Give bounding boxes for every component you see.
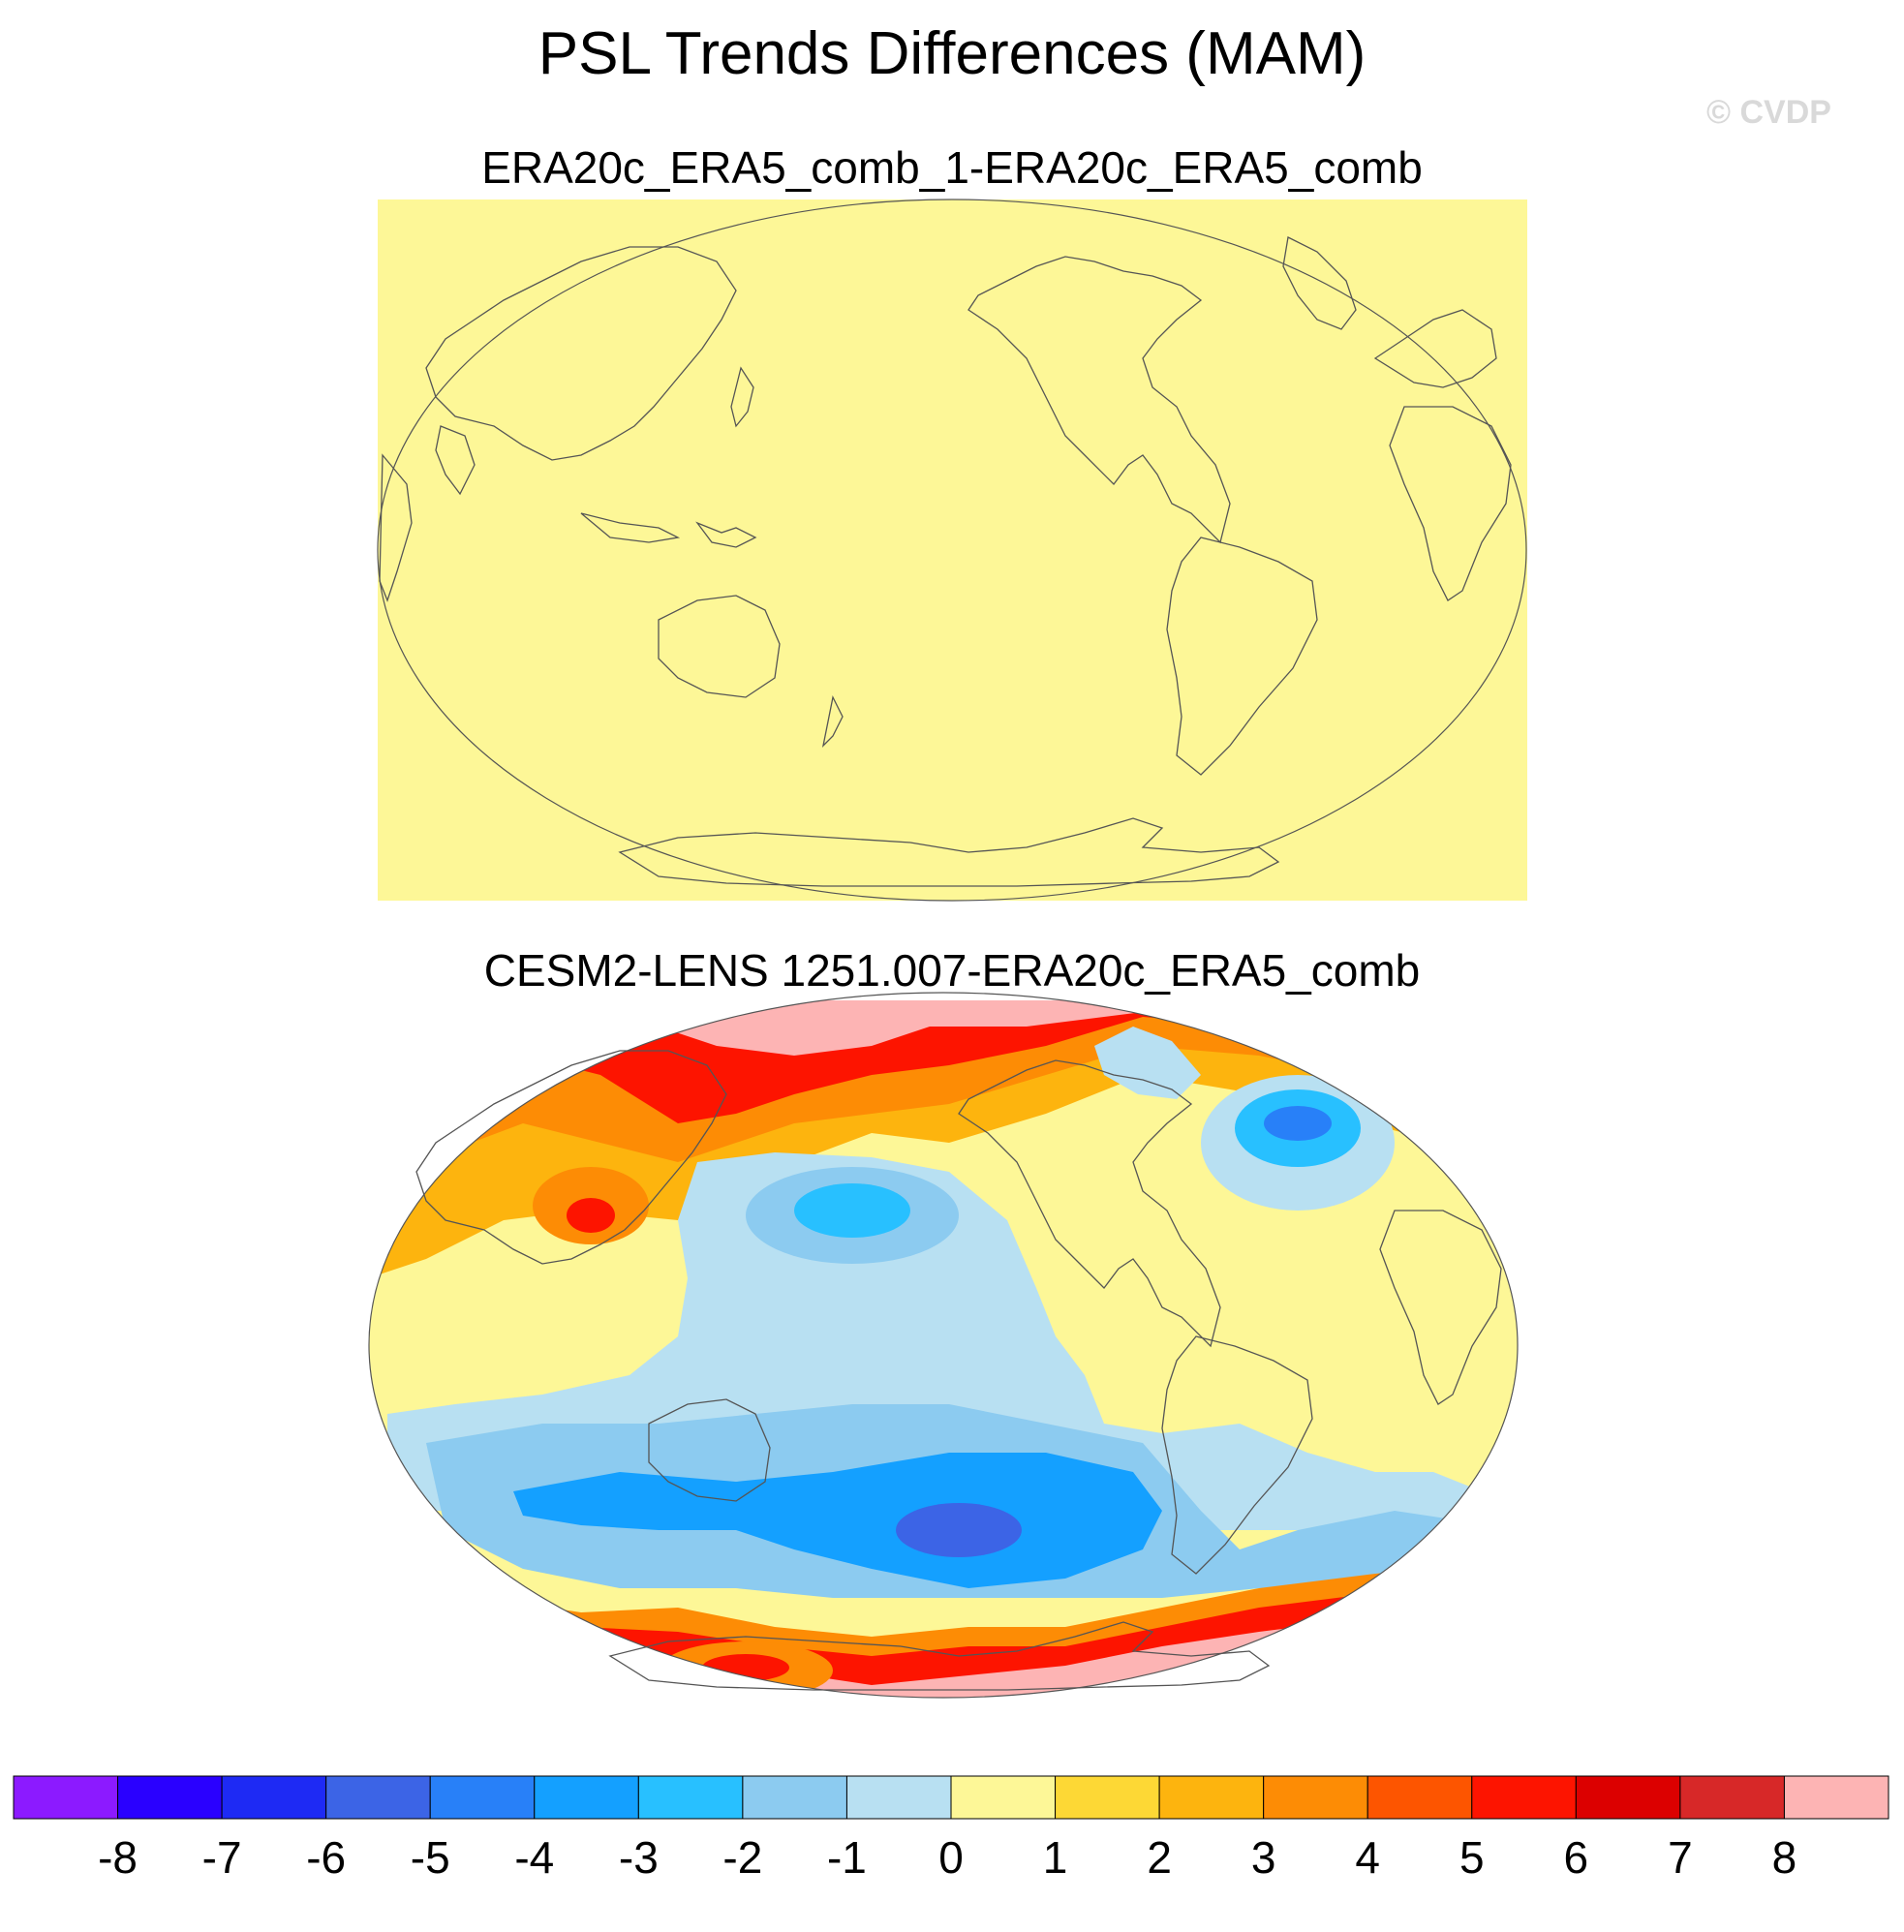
panel1-title: ERA20c_ERA5_comb_1-ERA20c_ERA5_comb (481, 142, 1423, 193)
colorbar-tick-label: -4 (514, 1832, 554, 1883)
colorbar-tick-label: -6 (306, 1832, 346, 1883)
colorbar-box (1783, 1775, 1889, 1820)
panel2-coastlines (415, 1050, 1502, 1691)
field-sh-band-neg4 (513, 1453, 1162, 1588)
colorbar-tick-label: -3 (619, 1832, 659, 1883)
colorbar-tick-label: -8 (98, 1832, 138, 1883)
colorbar-tick-label: 7 (1668, 1832, 1693, 1883)
field-tibet-pos6 (567, 1198, 615, 1233)
colorbar-tick-label: -2 (722, 1832, 762, 1883)
watermark: © CVDP (1706, 94, 1831, 131)
colorbar-labels: -8 -7 -6 -5 -4 -3 -2 -1 0 1 2 3 4 5 6 7 8 (98, 1832, 1797, 1883)
colorbar-tick-label: 0 (938, 1832, 964, 1883)
field-greenland-neg1 (1094, 1027, 1201, 1099)
colorbar-box (13, 1775, 119, 1820)
panel1-globe-outline (377, 199, 1527, 902)
colorbar-tick-label: 3 (1251, 1832, 1276, 1883)
field-ant-interior-pos6 (702, 1654, 789, 1681)
colorbar-box (1158, 1775, 1265, 1820)
panel1-background (378, 199, 1527, 901)
colorbar-box (429, 1775, 536, 1820)
panel1-coastlines (379, 236, 1512, 887)
colorbar-box (325, 1775, 431, 1820)
colorbar-box (845, 1775, 952, 1820)
colorbar-box (950, 1775, 1057, 1820)
colorbar-tick-label: -1 (827, 1832, 867, 1883)
map-panel-1 (377, 199, 1527, 902)
colorbar-box (534, 1775, 639, 1820)
panel2-title: CESM2-LENS 1251.007-ERA20c_ERA5_comb (483, 945, 1421, 996)
map-panel-2 (368, 992, 1519, 1699)
colorbar-tick-label: 5 (1459, 1832, 1485, 1883)
colorbar-tick-label: 2 (1147, 1832, 1172, 1883)
colorbar-boxes (13, 1775, 1889, 1820)
colorbar-box (221, 1775, 327, 1820)
panel2-contours (369, 1000, 1518, 1698)
field-natl-neg5 (1264, 1106, 1332, 1141)
colorbar-tick-label: -5 (411, 1832, 450, 1883)
field-sh-core-neg6 (896, 1503, 1022, 1557)
colorbar-tick-label: 6 (1564, 1832, 1589, 1883)
colorbar-box (1679, 1775, 1785, 1820)
main-title: PSL Trends Differences (MAM) (537, 20, 1367, 87)
colorbar-tick-label: 1 (1043, 1832, 1068, 1883)
colorbar-box (742, 1775, 847, 1820)
colorbar-box (1055, 1775, 1160, 1820)
colorbar-tick-label: 8 (1772, 1832, 1797, 1883)
colorbar-tick-label: 4 (1355, 1832, 1380, 1883)
colorbar-box (1367, 1775, 1473, 1820)
panel2-globe-outline (368, 992, 1519, 1699)
colorbar-box (1471, 1775, 1577, 1820)
field-npac-neg3 (794, 1183, 910, 1238)
colorbar: -8 -7 -6 -5 -4 -3 -2 -1 0 1 2 3 4 5 6 7 8 (13, 1775, 1889, 1883)
colorbar-tick-label: -7 (202, 1832, 242, 1883)
colorbar-box (117, 1775, 223, 1820)
colorbar-box (1263, 1775, 1368, 1820)
colorbar-box (637, 1775, 744, 1820)
colorbar-box (1575, 1775, 1681, 1820)
